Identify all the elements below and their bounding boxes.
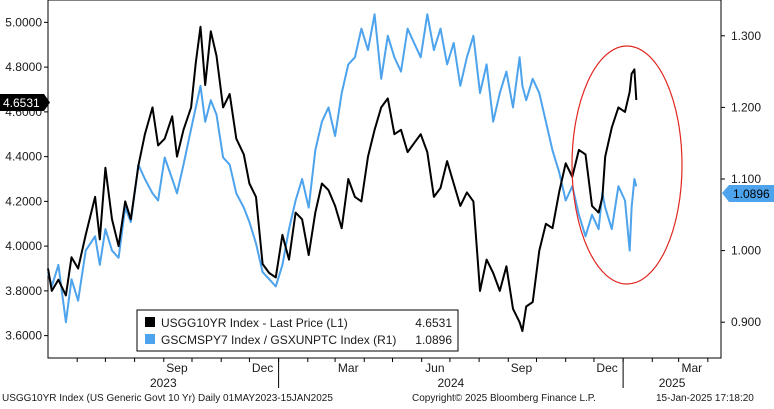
x-month-label: Jun [425,361,444,375]
right-axis: 0.900 1.000 1.100 1.200 1.300 [721,29,761,329]
left-tick-label: 3.8000 [5,284,42,298]
right-tick-label: 0.900 [731,315,761,329]
left-tick-label: 3.6000 [5,329,42,343]
x-month-label: Sep [511,361,533,375]
x-axis: Sep Dec Mar Jun Sep Dec Mar 2023 2024 2025 [76,358,709,390]
x-year-label: 2024 [438,376,465,390]
footer-right: 15-Jan-2025 17:18:20 [656,393,754,404]
x-month-label: Mar [338,361,359,375]
footer-left: USGG10YR Index (US Generic Govt 10 Yr) D… [2,393,333,404]
legend-label-1: USGG10YR Index - Last Price (L1) [161,316,348,330]
legend-swatch-2 [145,334,155,344]
x-month-label: Sep [166,361,188,375]
footer-center: Copyright© 2025 Bloomberg Finance L.P. [412,393,596,404]
legend-value-2: 1.0896 [415,333,452,347]
legend-box [136,309,459,352]
right-tick-label: 1.200 [731,100,761,114]
right-value-badge: 1.0896 [722,185,774,202]
right-tick-label: 1.100 [731,172,761,186]
legend-swatch-1 [145,317,155,327]
highlight-ellipse [571,45,683,285]
legend-value-1: 4.6531 [415,316,452,330]
left-tick-label: 4.8000 [5,60,42,74]
right-badge-text: 1.0896 [733,187,770,201]
right-tick-label: 1.000 [731,244,761,258]
x-month-label: Dec [596,361,617,375]
series-layer [47,13,638,333]
legend-label-2: GSCMSPY7 Index / GSXUNPTC Index (R1) [161,333,396,347]
left-tick-label: 4.0000 [5,239,42,253]
right-tick-label: 1.300 [731,29,761,43]
x-year-label: 2023 [150,376,177,390]
series-line-gscmspy7-ratio [47,13,638,324]
x-year-label: 2025 [659,376,686,390]
series-line-usgg10yr [47,25,638,333]
left-value-badge: 4.6531 [0,94,50,111]
left-tick-label: 5.0000 [5,15,42,29]
x-month-label: Mar [681,361,702,375]
left-badge-text: 4.6531 [3,96,40,110]
legend: USGG10YR Index - Last Price (L1) 4.6531 … [136,309,459,352]
x-month-label: Dec [252,361,273,375]
left-tick-label: 4.4000 [5,150,42,164]
left-axis: 3.60003.80004.00004.20004.40004.60004.80… [5,15,48,343]
left-tick-label: 4.2000 [5,194,42,208]
